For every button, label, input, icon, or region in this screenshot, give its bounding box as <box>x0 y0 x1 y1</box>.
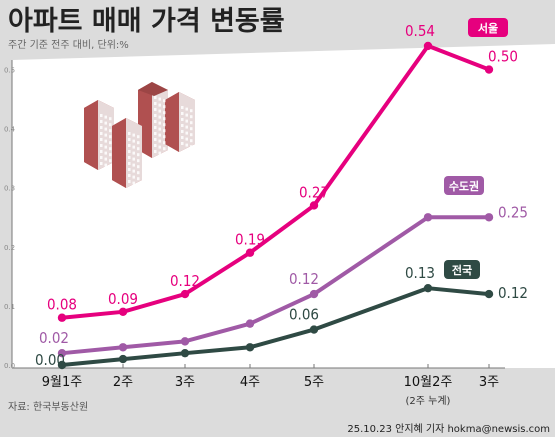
data-label-seoul: 0.50 <box>488 48 518 66</box>
data-label-capital: 0.12 <box>289 270 319 288</box>
data-label-seoul: 0.09 <box>108 290 138 308</box>
chart-subtitle: 주간 기준 전주 대비, 단위:% <box>8 38 129 51</box>
data-label-seoul: 0.27 <box>299 183 329 201</box>
x-tick-label: 3주 <box>175 375 195 390</box>
data-label-seoul: 0.12 <box>170 272 200 290</box>
data-point-national <box>484 289 494 299</box>
data-point-capital <box>180 337 190 346</box>
x-tick-label: 10월2주 <box>404 375 453 390</box>
series-layer <box>57 41 494 370</box>
series-tag-capital: 수도권 <box>444 176 484 195</box>
data-point-national <box>245 343 255 352</box>
series-tag-box <box>444 260 480 279</box>
y-tick-label: 0.1 <box>4 303 15 311</box>
data-point-national <box>423 283 433 293</box>
data-point-national <box>57 360 67 370</box>
credit-line: 25.10.23 안지혜 기자 hokma@newsis.com <box>347 423 550 435</box>
series-tag-label: 서울 <box>478 21 498 35</box>
y-tick-label: 0.5 <box>4 67 15 75</box>
data-point-capital <box>57 348 67 358</box>
data-point-capital <box>118 343 128 352</box>
data-point-national <box>309 325 319 334</box>
axes: 0.0 0.1 0.2 0.3 0.4 0.5 9월1주 2주 3주 4주 5주 10월2주 3주 (2주… <box>4 60 505 407</box>
data-label-national: 0.06 <box>289 306 319 324</box>
apartment-building-icon <box>84 82 195 188</box>
x-tick-label: 3주 <box>479 375 499 390</box>
data-point-national <box>180 348 190 358</box>
data-point-capital <box>423 213 433 222</box>
x-tick-label: 2주 <box>113 375 133 390</box>
data-label-national: 0.00 <box>35 351 65 369</box>
x-tick-label: 9월1주 <box>42 375 83 390</box>
data-point-seoul <box>309 201 319 210</box>
data-label-capital: 0.02 <box>39 329 69 347</box>
data-label-seoul: 0.19 <box>235 231 265 249</box>
y-tick-label: 0.4 <box>4 126 16 134</box>
data-point-capital <box>245 319 255 328</box>
x-tick-label: 4주 <box>240 375 260 390</box>
y-tick-label: 0.0 <box>4 362 15 370</box>
x-category-note: (2주 누계) <box>406 395 451 407</box>
chart-title: 아파트 매매 가격 변동률 <box>8 6 285 37</box>
data-label-seoul: 0.08 <box>47 296 77 314</box>
data-label-national: 0.12 <box>498 284 528 302</box>
data-point-seoul <box>423 41 433 51</box>
series-tag-box <box>468 18 508 37</box>
data-point-seoul <box>245 248 255 257</box>
data-point-capital <box>309 289 319 299</box>
data-label-national: 0.13 <box>405 264 435 282</box>
series-tag-label: 전국 <box>452 263 472 277</box>
data-label-seoul: 0.54 <box>405 22 435 40</box>
source-note: 자료: 한국부동산원 <box>8 401 88 413</box>
plot-area <box>12 44 555 368</box>
data-point-seoul <box>484 65 494 74</box>
y-tick-label: 0.3 <box>4 185 15 193</box>
series-tag-box <box>444 176 484 195</box>
data-point-seoul <box>180 289 190 299</box>
y-tick-label: 0.2 <box>4 244 15 252</box>
series-tag-seoul: 서울 <box>468 18 508 37</box>
data-labels: 0.08 0.09 0.12 0.19 0.27 0.54 0.50 0.02 0.12 0.25… <box>35 22 528 369</box>
data-point-seoul <box>57 313 67 322</box>
x-tick-label: 5주 <box>304 375 324 390</box>
series-tag-national: 전국 <box>444 260 480 279</box>
data-point-seoul <box>118 307 128 317</box>
data-label-capital: 0.25 <box>498 203 528 221</box>
data-point-national <box>118 354 128 364</box>
series-tag-label: 수도권 <box>449 180 479 193</box>
data-point-capital <box>484 213 494 222</box>
